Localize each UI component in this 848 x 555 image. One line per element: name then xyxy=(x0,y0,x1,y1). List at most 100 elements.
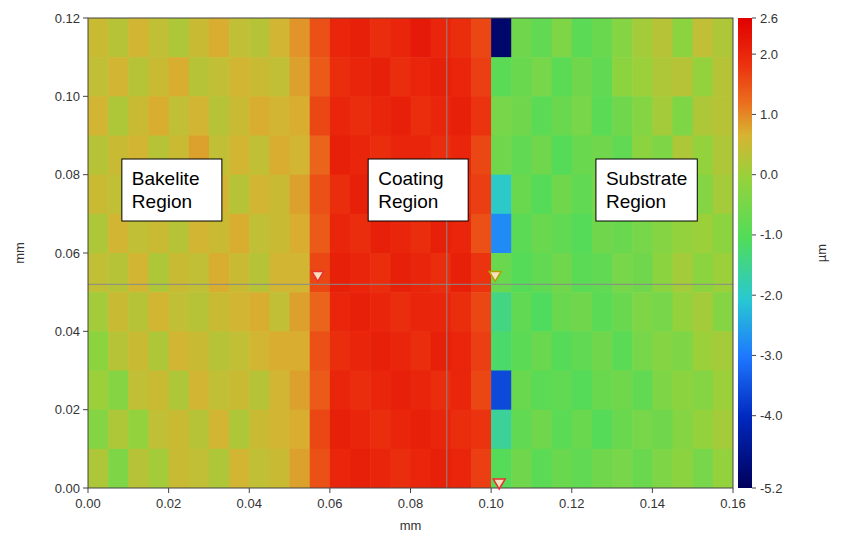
heat-cell xyxy=(148,18,169,58)
heat-cell xyxy=(229,214,250,254)
heat-cell xyxy=(673,449,694,488)
colorbar-title: µm xyxy=(814,244,829,262)
heat-cell xyxy=(612,292,633,332)
heat-cell xyxy=(290,18,311,58)
heat-cell xyxy=(531,371,552,411)
heat-cell xyxy=(330,371,351,411)
heat-cell xyxy=(390,449,411,488)
heat-cell xyxy=(572,292,593,332)
heat-cell xyxy=(310,18,331,58)
heat-cell xyxy=(128,331,149,371)
heat-cell xyxy=(652,292,673,332)
plot-frame xyxy=(88,18,733,488)
heat-cell xyxy=(632,449,653,488)
heat-cell xyxy=(652,449,673,488)
colorbar-tick xyxy=(752,488,756,489)
heat-cell xyxy=(350,292,371,332)
region-label-box xyxy=(596,159,697,221)
heat-cell xyxy=(511,96,532,136)
heat-cell xyxy=(531,136,552,176)
heat-cell xyxy=(229,253,250,293)
heat-cell xyxy=(713,292,733,332)
heat-cell xyxy=(249,57,270,97)
heat-cell xyxy=(552,253,573,293)
heat-cell xyxy=(350,449,371,488)
heat-cell xyxy=(350,57,371,97)
heat-cell xyxy=(572,96,593,136)
heat-cell xyxy=(531,18,552,58)
heat-cell xyxy=(592,57,613,97)
heat-cell xyxy=(673,18,694,58)
heat-cell xyxy=(128,371,149,411)
heat-cell xyxy=(451,331,472,371)
heat-cell xyxy=(169,96,190,136)
heat-cell xyxy=(269,57,290,97)
heat-cell xyxy=(169,253,190,293)
heat-cell xyxy=(612,96,633,136)
heat-cell xyxy=(552,136,573,176)
heat-cell xyxy=(108,57,129,97)
colorbar-tick-label: -3.0 xyxy=(760,348,782,363)
colorbar-tick-label: -1.0 xyxy=(760,227,782,242)
heat-cell xyxy=(290,136,311,176)
heat-cell xyxy=(108,410,129,450)
heat-cell xyxy=(572,57,593,97)
heat-cell xyxy=(209,57,230,97)
y-tick-label: 0.10 xyxy=(55,89,80,104)
heat-cell xyxy=(713,57,733,97)
heat-cell xyxy=(431,57,452,97)
heat-cell xyxy=(552,410,573,450)
heat-cell xyxy=(552,449,573,488)
x-tick-label: 0.12 xyxy=(559,496,584,511)
heat-cell xyxy=(491,410,512,450)
heat-cell xyxy=(411,371,432,411)
heat-cell xyxy=(390,371,411,411)
x-tick xyxy=(571,488,572,493)
x-tick xyxy=(168,488,169,493)
heat-cell xyxy=(471,57,492,97)
heat-cell xyxy=(673,292,694,332)
heat-cell xyxy=(511,57,532,97)
heat-cell xyxy=(128,253,149,293)
heat-cell xyxy=(209,449,230,488)
x-tick xyxy=(329,488,330,493)
heat-cell xyxy=(572,175,593,215)
y-tick xyxy=(83,18,88,19)
x-tick-label: 0.16 xyxy=(720,496,745,511)
y-tick-label: 0.04 xyxy=(55,324,80,339)
heat-cell xyxy=(290,175,311,215)
heat-cell xyxy=(370,96,391,136)
profile-marker xyxy=(489,271,501,281)
heat-cell xyxy=(531,253,552,293)
heat-cell xyxy=(411,96,432,136)
x-tick xyxy=(249,488,250,493)
heat-cell xyxy=(411,57,432,97)
heat-cell xyxy=(148,371,169,411)
heat-cell xyxy=(451,371,472,411)
heat-cell xyxy=(88,292,109,332)
heat-cell xyxy=(189,410,210,450)
profile-marker xyxy=(312,271,324,281)
x-tick xyxy=(733,488,734,493)
heat-cell xyxy=(632,18,653,58)
heat-cell xyxy=(189,18,210,58)
heat-cell xyxy=(128,292,149,332)
heat-cell xyxy=(128,449,149,488)
heat-cell xyxy=(411,410,432,450)
heat-cell xyxy=(350,410,371,450)
colorbar-tick xyxy=(752,174,756,175)
heat-cell xyxy=(491,136,512,176)
heat-cell xyxy=(390,331,411,371)
heat-cell xyxy=(531,449,552,488)
y-tick xyxy=(83,253,88,254)
heat-cell xyxy=(370,18,391,58)
heat-cell xyxy=(652,253,673,293)
heat-cell xyxy=(249,18,270,58)
heat-cell xyxy=(531,57,552,97)
heat-cell xyxy=(88,331,109,371)
heat-cell xyxy=(229,449,250,488)
heat-cell xyxy=(411,253,432,293)
region-label-box xyxy=(122,159,222,221)
heat-cell xyxy=(592,410,613,450)
heat-cell xyxy=(531,292,552,332)
